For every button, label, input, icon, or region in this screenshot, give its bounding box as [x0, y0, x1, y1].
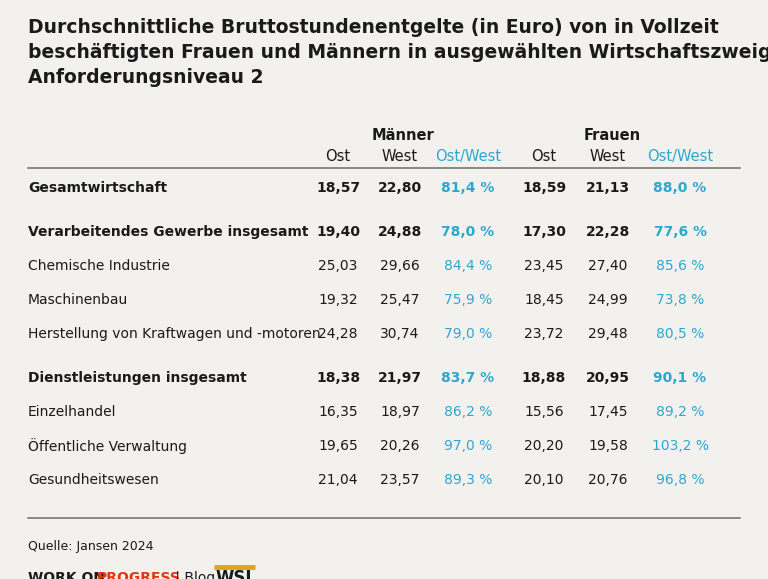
Text: | Blog: | Blog [171, 571, 220, 579]
Text: 21,04: 21,04 [318, 473, 358, 487]
Text: 88,0 %: 88,0 % [654, 181, 707, 195]
Text: 21,97: 21,97 [378, 371, 422, 385]
Text: 27,40: 27,40 [588, 259, 627, 273]
Text: 23,45: 23,45 [525, 259, 564, 273]
Text: 19,32: 19,32 [318, 293, 358, 307]
Text: PROGRESS: PROGRESS [97, 571, 181, 579]
Text: 84,4 %: 84,4 % [444, 259, 492, 273]
Text: Quelle: Jansen 2024: Quelle: Jansen 2024 [28, 540, 154, 553]
Text: WSI: WSI [215, 569, 251, 579]
Text: Männer: Männer [372, 128, 435, 143]
Text: Frauen: Frauen [584, 128, 641, 143]
Text: 15,56: 15,56 [525, 405, 564, 419]
Text: 20,76: 20,76 [588, 473, 627, 487]
Text: 20,95: 20,95 [586, 371, 630, 385]
Text: Ost: Ost [531, 149, 557, 164]
Text: 23,72: 23,72 [525, 327, 564, 341]
Text: 24,88: 24,88 [378, 225, 422, 239]
Text: 24,28: 24,28 [318, 327, 358, 341]
Text: Gesamtwirtschaft: Gesamtwirtschaft [28, 181, 167, 195]
Text: 18,97: 18,97 [380, 405, 420, 419]
Text: 24,99: 24,99 [588, 293, 627, 307]
Text: 19,40: 19,40 [316, 225, 360, 239]
Text: 16,35: 16,35 [318, 405, 358, 419]
Text: 25,47: 25,47 [380, 293, 419, 307]
Text: 90,1 %: 90,1 % [654, 371, 707, 385]
Text: 89,2 %: 89,2 % [656, 405, 704, 419]
Text: 17,45: 17,45 [588, 405, 627, 419]
Text: Verarbeitendes Gewerbe insgesamt: Verarbeitendes Gewerbe insgesamt [28, 225, 309, 239]
Text: 75,9 %: 75,9 % [444, 293, 492, 307]
Text: Ost: Ost [326, 149, 350, 164]
Text: 23,57: 23,57 [380, 473, 419, 487]
Text: 17,30: 17,30 [522, 225, 566, 239]
Text: 18,57: 18,57 [316, 181, 360, 195]
Text: Dienstleistungen insgesamt: Dienstleistungen insgesamt [28, 371, 247, 385]
Text: West: West [382, 149, 418, 164]
Text: Maschinenbau: Maschinenbau [28, 293, 128, 307]
Text: 18,38: 18,38 [316, 371, 360, 385]
Text: 19,58: 19,58 [588, 439, 628, 453]
Text: 73,8 %: 73,8 % [656, 293, 704, 307]
Text: 21,13: 21,13 [586, 181, 630, 195]
Text: 18,45: 18,45 [525, 293, 564, 307]
Text: 22,28: 22,28 [586, 225, 630, 239]
Text: Herstellung von Kraftwagen und -motoren: Herstellung von Kraftwagen und -motoren [28, 327, 320, 341]
Text: 20,26: 20,26 [380, 439, 420, 453]
Text: Öffentliche Verwaltung: Öffentliche Verwaltung [28, 438, 187, 454]
Text: 18,88: 18,88 [522, 371, 566, 385]
Text: 96,8 %: 96,8 % [656, 473, 704, 487]
Text: 81,4 %: 81,4 % [442, 181, 495, 195]
Text: Durchschnittliche Bruttostundenentgelte (in Euro) von in Vollzeit
beschäftigten : Durchschnittliche Bruttostundenentgelte … [28, 18, 768, 87]
Text: West: West [590, 149, 626, 164]
Text: Chemische Industrie: Chemische Industrie [28, 259, 170, 273]
Text: 83,7 %: 83,7 % [442, 371, 495, 385]
Text: 77,6 %: 77,6 % [654, 225, 707, 239]
Text: 30,74: 30,74 [380, 327, 419, 341]
Text: 103,2 %: 103,2 % [651, 439, 709, 453]
Text: Gesundheitswesen: Gesundheitswesen [28, 473, 159, 487]
Text: Ost/West: Ost/West [647, 149, 713, 164]
Text: 20,10: 20,10 [525, 473, 564, 487]
Text: 85,6 %: 85,6 % [656, 259, 704, 273]
Text: 78,0 %: 78,0 % [442, 225, 495, 239]
Text: 97,0 %: 97,0 % [444, 439, 492, 453]
Text: 29,66: 29,66 [380, 259, 420, 273]
Text: Einzelhandel: Einzelhandel [28, 405, 117, 419]
Text: 80,5 %: 80,5 % [656, 327, 704, 341]
Text: Ost/West: Ost/West [435, 149, 501, 164]
Text: 79,0 %: 79,0 % [444, 327, 492, 341]
Text: 25,03: 25,03 [318, 259, 358, 273]
Text: WORK ON: WORK ON [28, 571, 110, 579]
Text: 19,65: 19,65 [318, 439, 358, 453]
Text: 22,80: 22,80 [378, 181, 422, 195]
Text: 20,20: 20,20 [525, 439, 564, 453]
Text: 86,2 %: 86,2 % [444, 405, 492, 419]
Text: 89,3 %: 89,3 % [444, 473, 492, 487]
Text: 18,59: 18,59 [522, 181, 566, 195]
Text: 29,48: 29,48 [588, 327, 627, 341]
